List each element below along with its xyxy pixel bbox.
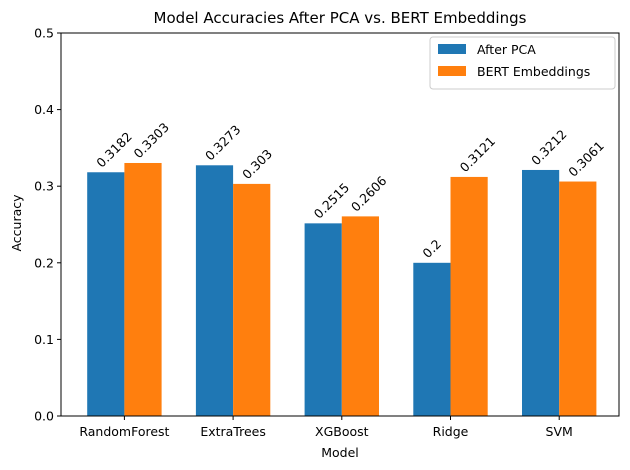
x-tick-label: RandomForest — [79, 424, 169, 439]
bar-svm-s0 — [522, 169, 560, 416]
legend-label-bert-embeddings: BERT Embeddings — [477, 64, 590, 79]
y-tick-label: 0.1 — [34, 332, 54, 347]
data-label: 0.3303 — [131, 120, 173, 162]
data-label: 0.2515 — [311, 180, 353, 222]
data-label: 0.2 — [419, 236, 444, 261]
y-axis-label: Accuracy — [9, 194, 24, 252]
chart-title: Model Accuracies After PCA vs. BERT Embe… — [154, 9, 527, 27]
data-label: 0.3121 — [457, 134, 499, 176]
bar-extratrees-s0 — [195, 165, 234, 416]
y-tick-label: 0.4 — [34, 102, 54, 117]
bar-randomforest-s1 — [124, 162, 162, 416]
data-label: 0.303 — [239, 146, 275, 182]
bar-extratrees-s1 — [233, 183, 271, 416]
data-label: 0.3273 — [202, 122, 244, 164]
bar-xgboost-s0 — [304, 223, 342, 416]
legend: After PCA BERT Embeddings — [429, 36, 616, 90]
bars-layer — [87, 162, 597, 416]
y-tick-label: 0.2 — [34, 255, 54, 270]
x-tick-label: SVM — [546, 424, 573, 439]
bar-randomforest-s0 — [87, 172, 125, 416]
x-axis: RandomForest ExtraTrees XGBoost Ridge SVM — [79, 416, 573, 439]
data-label: 0.3061 — [565, 138, 607, 180]
x-tick-label: ExtraTrees — [200, 424, 266, 439]
bar-ridge-s0 — [413, 262, 451, 416]
data-label: 0.2606 — [348, 173, 390, 215]
legend-swatch-bert-embeddings — [438, 66, 466, 76]
legend-frame — [429, 36, 616, 90]
y-tick-label: 0.3 — [34, 179, 54, 194]
x-axis-label: Model — [321, 445, 359, 460]
plot-frame — [60, 32, 620, 417]
data-label: 0.3212 — [528, 127, 570, 169]
bar-svm-s1 — [559, 181, 597, 416]
y-tick-label: 0.0 — [34, 409, 54, 424]
bar-ridge-s1 — [450, 176, 488, 416]
y-axis: 0.0 0.1 0.2 0.3 0.4 0.5 — [34, 26, 61, 424]
y-tick-label: 0.5 — [34, 26, 54, 41]
x-tick-label: XGBoost — [315, 424, 369, 439]
legend-label-after-pca: After PCA — [477, 42, 536, 57]
legend-swatch-after-pca — [438, 44, 466, 54]
x-tick-label: Ridge — [433, 424, 469, 439]
bar-xgboost-s1 — [341, 216, 379, 416]
